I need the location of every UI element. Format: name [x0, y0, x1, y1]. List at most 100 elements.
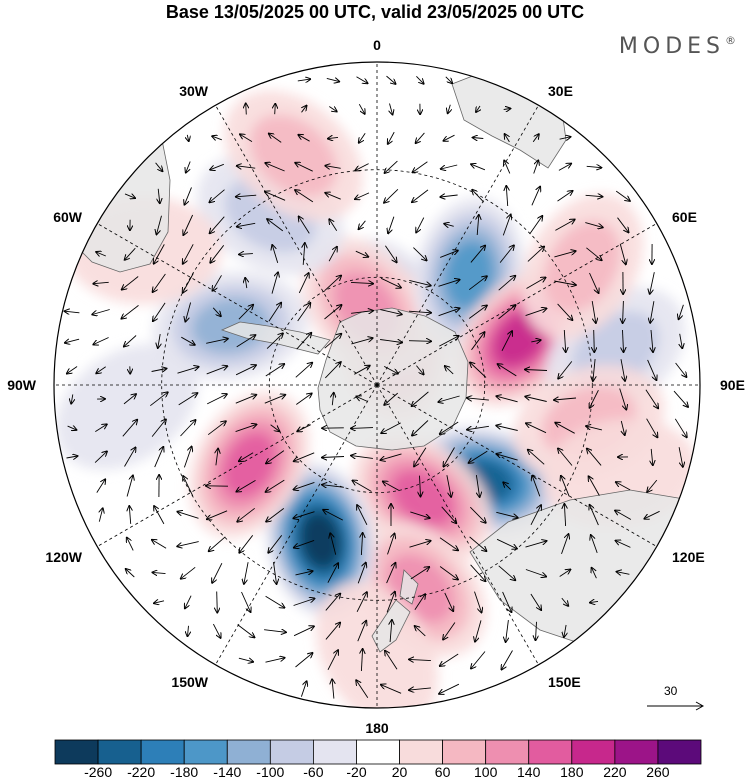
wind-arrow [185, 187, 192, 204]
wind-arrow [647, 479, 658, 492]
wind-arrow [178, 393, 198, 406]
lon-label-60e: 60E [672, 209, 697, 225]
wind-arrow [591, 535, 598, 554]
wind-arrow [673, 390, 688, 407]
wind-arrow [414, 447, 427, 467]
wind-arrow [239, 535, 254, 552]
wind-arrow [181, 566, 196, 578]
wind-arrow [324, 276, 341, 291]
wind-arrow [126, 476, 133, 497]
wind-arrow [328, 247, 337, 262]
wind-arrow [153, 273, 166, 292]
wind-arrow [361, 533, 362, 556]
wind-arrow [181, 336, 194, 345]
wind-arrow [414, 594, 425, 610]
wind-arrow [297, 303, 311, 322]
wind-arrow [386, 563, 396, 584]
colorbar-bin [312, 739, 357, 765]
wind-arrow [329, 106, 336, 112]
wind-arrow [325, 623, 340, 640]
wind-arrow [416, 75, 423, 83]
wind-arrow [356, 592, 367, 613]
wind-arrow [216, 449, 218, 466]
wind-arrow [471, 332, 485, 351]
wind-arrow [623, 329, 624, 352]
wind-arrow [268, 535, 283, 552]
wind-arrow [238, 305, 253, 320]
wind-arrow [93, 337, 109, 345]
wind-arrow [323, 510, 344, 521]
wind-arrow [498, 276, 516, 291]
wind-arrow [177, 541, 199, 547]
wind-arrow [503, 482, 512, 490]
wind-arrow [586, 247, 601, 260]
wind-arrow [297, 424, 311, 432]
wind-arrow [384, 392, 398, 405]
wind-arrow [502, 215, 510, 236]
colorbar-bin [226, 739, 271, 765]
wind-arrow [235, 395, 256, 404]
colorbar-tick-label: -220 [127, 764, 156, 780]
wind-arrow [679, 304, 684, 319]
colorbar-tick-label: 60 [434, 764, 451, 780]
wind-arrow [471, 164, 486, 171]
wind-arrow [235, 365, 256, 376]
wind-arrow [472, 190, 485, 203]
wind-arrow [293, 626, 314, 637]
wind-arrow [474, 591, 482, 613]
wind-arrow [329, 219, 338, 231]
wind-arrow [469, 450, 488, 463]
wind-arrow [295, 190, 314, 203]
wind-arrow [555, 220, 574, 231]
wind-arrow [675, 362, 687, 377]
wind-arrow [590, 389, 599, 408]
wind-arrow [390, 103, 393, 115]
colorbar-tick-label: -260 [84, 764, 113, 780]
wind-arrow [530, 593, 541, 610]
wind-arrow [324, 362, 340, 379]
colorbar-bin [356, 739, 400, 765]
wind-arrow [183, 214, 194, 235]
wind-arrow [467, 425, 489, 429]
wind-arrow [381, 685, 402, 694]
wind-arrow [153, 302, 166, 321]
wind-arrow [529, 216, 543, 235]
wind-arrow [154, 601, 165, 603]
lon-label-0: 0 [373, 37, 381, 53]
wind-arrow [357, 563, 366, 584]
wind-arrow [615, 511, 632, 520]
wind-arrow [532, 476, 541, 497]
colorbar-tick-label: 260 [646, 764, 670, 780]
wind-arrow [239, 452, 254, 461]
wind-arrow [499, 245, 514, 263]
wind-arrow [351, 311, 373, 314]
colorbar-tick-label: -60 [303, 764, 324, 780]
wind-arrow [297, 79, 310, 81]
wind-arrow [295, 163, 313, 172]
wind-arrow [594, 329, 595, 352]
wind-arrow [559, 570, 571, 577]
wind-arrow [180, 420, 196, 437]
wind-arrow [445, 76, 452, 83]
wind-arrow [127, 538, 134, 551]
wind-arrow [122, 420, 137, 437]
wind-arrow [506, 620, 509, 642]
wind-arrow [351, 338, 372, 345]
wind-arrow [531, 340, 540, 342]
wind-arrow [271, 272, 278, 294]
wind-arrow [150, 392, 167, 407]
wind-arrow [561, 597, 568, 606]
wind-arrow [621, 420, 624, 435]
wind-arrow [322, 457, 345, 458]
wind-arrow [440, 421, 459, 434]
wind-arrow [206, 394, 227, 405]
wind-arrow [325, 193, 341, 200]
wind-arrow [322, 485, 344, 488]
wind-arrow [558, 449, 573, 466]
wind-arrow [358, 103, 364, 114]
wind-arrow [554, 398, 577, 400]
wind-arrow [438, 395, 460, 402]
wind-arrow [619, 388, 627, 410]
wind-arrow [298, 135, 310, 142]
wind-arrow [361, 649, 362, 672]
